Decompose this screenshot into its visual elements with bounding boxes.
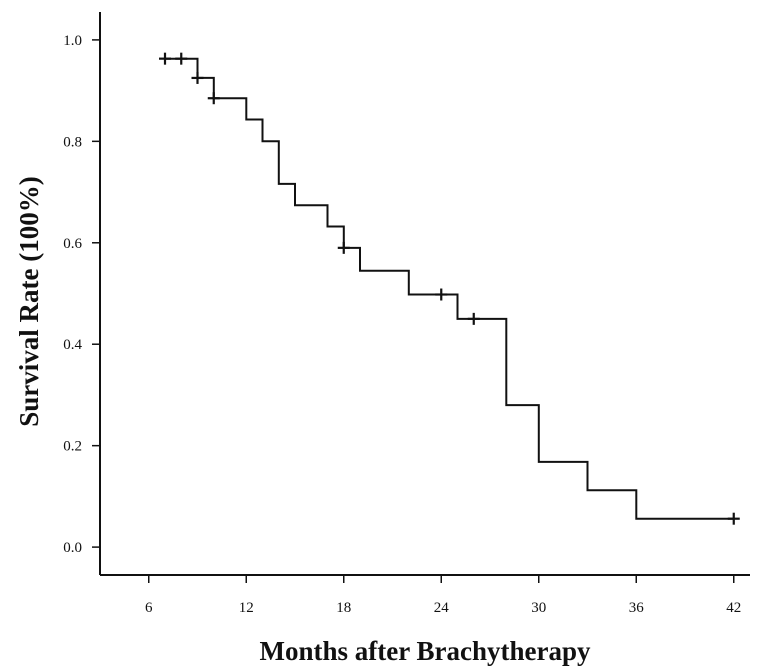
censor-mark [435, 288, 448, 301]
x-tick-label: 12 [239, 600, 254, 616]
censor-mark [159, 52, 171, 65]
plot-area [159, 52, 740, 525]
censor-mark [467, 312, 480, 325]
y-tick-label: 0.2 [63, 439, 82, 455]
x-tick-label: 24 [434, 600, 450, 616]
x-axis-title: Months after Brachytherapy [260, 636, 591, 666]
censor-mark [207, 92, 220, 105]
y-axis-title: Survival Rate (100%) [14, 176, 44, 426]
y-tick-label: 0.8 [63, 134, 82, 150]
x-tick-label: 18 [336, 600, 351, 616]
survival-step-line [165, 57, 734, 520]
censor-mark [175, 52, 188, 65]
y-tick-label: 0.4 [63, 337, 82, 353]
x-axis-ticks: 6 12 18 24 30 36 42 [145, 575, 741, 616]
y-tick-label: 0.6 [63, 236, 82, 252]
y-tick-label: 1.0 [63, 33, 82, 49]
x-tick-label: 6 [145, 600, 153, 616]
x-tick-label: 42 [726, 600, 741, 616]
censor-mark [337, 241, 350, 254]
y-tick-label: 0.0 [63, 540, 82, 556]
x-tick-label: 30 [531, 600, 546, 616]
y-axis-ticks: 0.0 0.2 0.4 0.6 0.8 1.0 [63, 33, 100, 556]
censor-mark [727, 512, 740, 525]
censor-mark [191, 71, 204, 84]
x-tick-label: 36 [629, 600, 645, 616]
